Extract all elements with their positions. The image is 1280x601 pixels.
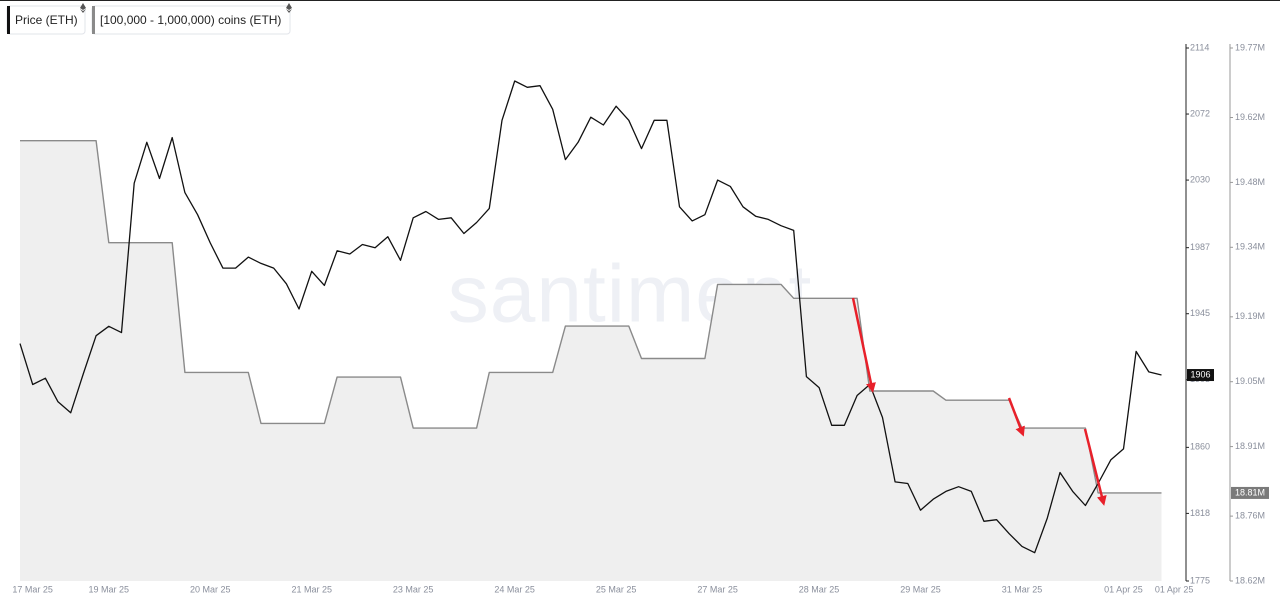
y-tick-label: 1945	[1190, 308, 1210, 318]
x-tick-label: 01 Apr 25	[1155, 584, 1194, 594]
y-tick-label: 1987	[1190, 242, 1210, 252]
y2-tick-label: 19.34M	[1235, 242, 1265, 252]
x-tick-label: 23 Mar 25	[393, 584, 434, 594]
y-tick-label: 1818	[1190, 508, 1210, 518]
y-tick-label: 2114	[1190, 42, 1209, 52]
last-value-badge	[1231, 486, 1269, 499]
last-value-badge	[1187, 369, 1214, 382]
eth-icon	[80, 3, 86, 13]
last-value-label: 1906	[1190, 369, 1210, 379]
arrow	[1007, 397, 1025, 437]
x-tick-label: 31 Mar 25	[1002, 584, 1043, 594]
legend: Price (ETH) [100,000 - 1,000,000) coins …	[6, 3, 292, 35]
eth-icon	[286, 3, 292, 13]
x-tick-label: 21 Mar 25	[291, 584, 332, 594]
x-tick-label: 29 Mar 25	[900, 584, 941, 594]
y-tick-label: 2030	[1190, 174, 1210, 184]
annotations	[851, 297, 1107, 506]
x-tick-label: 17 Mar 25	[12, 584, 53, 594]
y2-tick-label: 18.76M	[1235, 510, 1265, 520]
x-tick-label: 28 Mar 25	[799, 584, 840, 594]
x-tick-label: 19 Mar 25	[89, 584, 130, 594]
plot: 17751818186019031945198720302072211418.6…	[12, 42, 1269, 594]
y2-tick-label: 18.62M	[1235, 575, 1265, 585]
line	[19, 80, 1162, 554]
arrow	[851, 297, 876, 393]
x-tick-label: 24 Mar 25	[494, 584, 535, 594]
line	[20, 140, 1162, 494]
y2-tick-label: 19.19M	[1235, 311, 1265, 321]
legend-swatch	[92, 6, 95, 34]
y2-tick-label: 18.91M	[1235, 441, 1265, 451]
y2-tick-label: 19.48M	[1235, 177, 1265, 187]
y2-tick-label: 19.62M	[1235, 112, 1265, 122]
x-tick-label: 01 Apr 25	[1104, 584, 1143, 594]
x-tick-label: 20 Mar 25	[190, 584, 231, 594]
y-tick-label: 2072	[1190, 108, 1210, 118]
area	[20, 140, 1162, 581]
y2-tick-label: 19.77M	[1235, 42, 1265, 52]
y-tick-label: 1775	[1190, 575, 1210, 585]
y-tick-label: 1860	[1190, 442, 1210, 452]
legend-label: Price (ETH)	[15, 13, 78, 27]
x-tick-label: 25 Mar 25	[596, 584, 637, 594]
legend-label: [100,000 - 1,000,000) coins (ETH)	[100, 13, 281, 27]
legend-swatch	[7, 6, 10, 34]
y2-tick-label: 19.05M	[1235, 376, 1265, 386]
last-value-label: 18.81M	[1235, 487, 1265, 497]
x-tick-label: 27 Mar 25	[697, 584, 738, 594]
arrow	[1083, 428, 1107, 506]
